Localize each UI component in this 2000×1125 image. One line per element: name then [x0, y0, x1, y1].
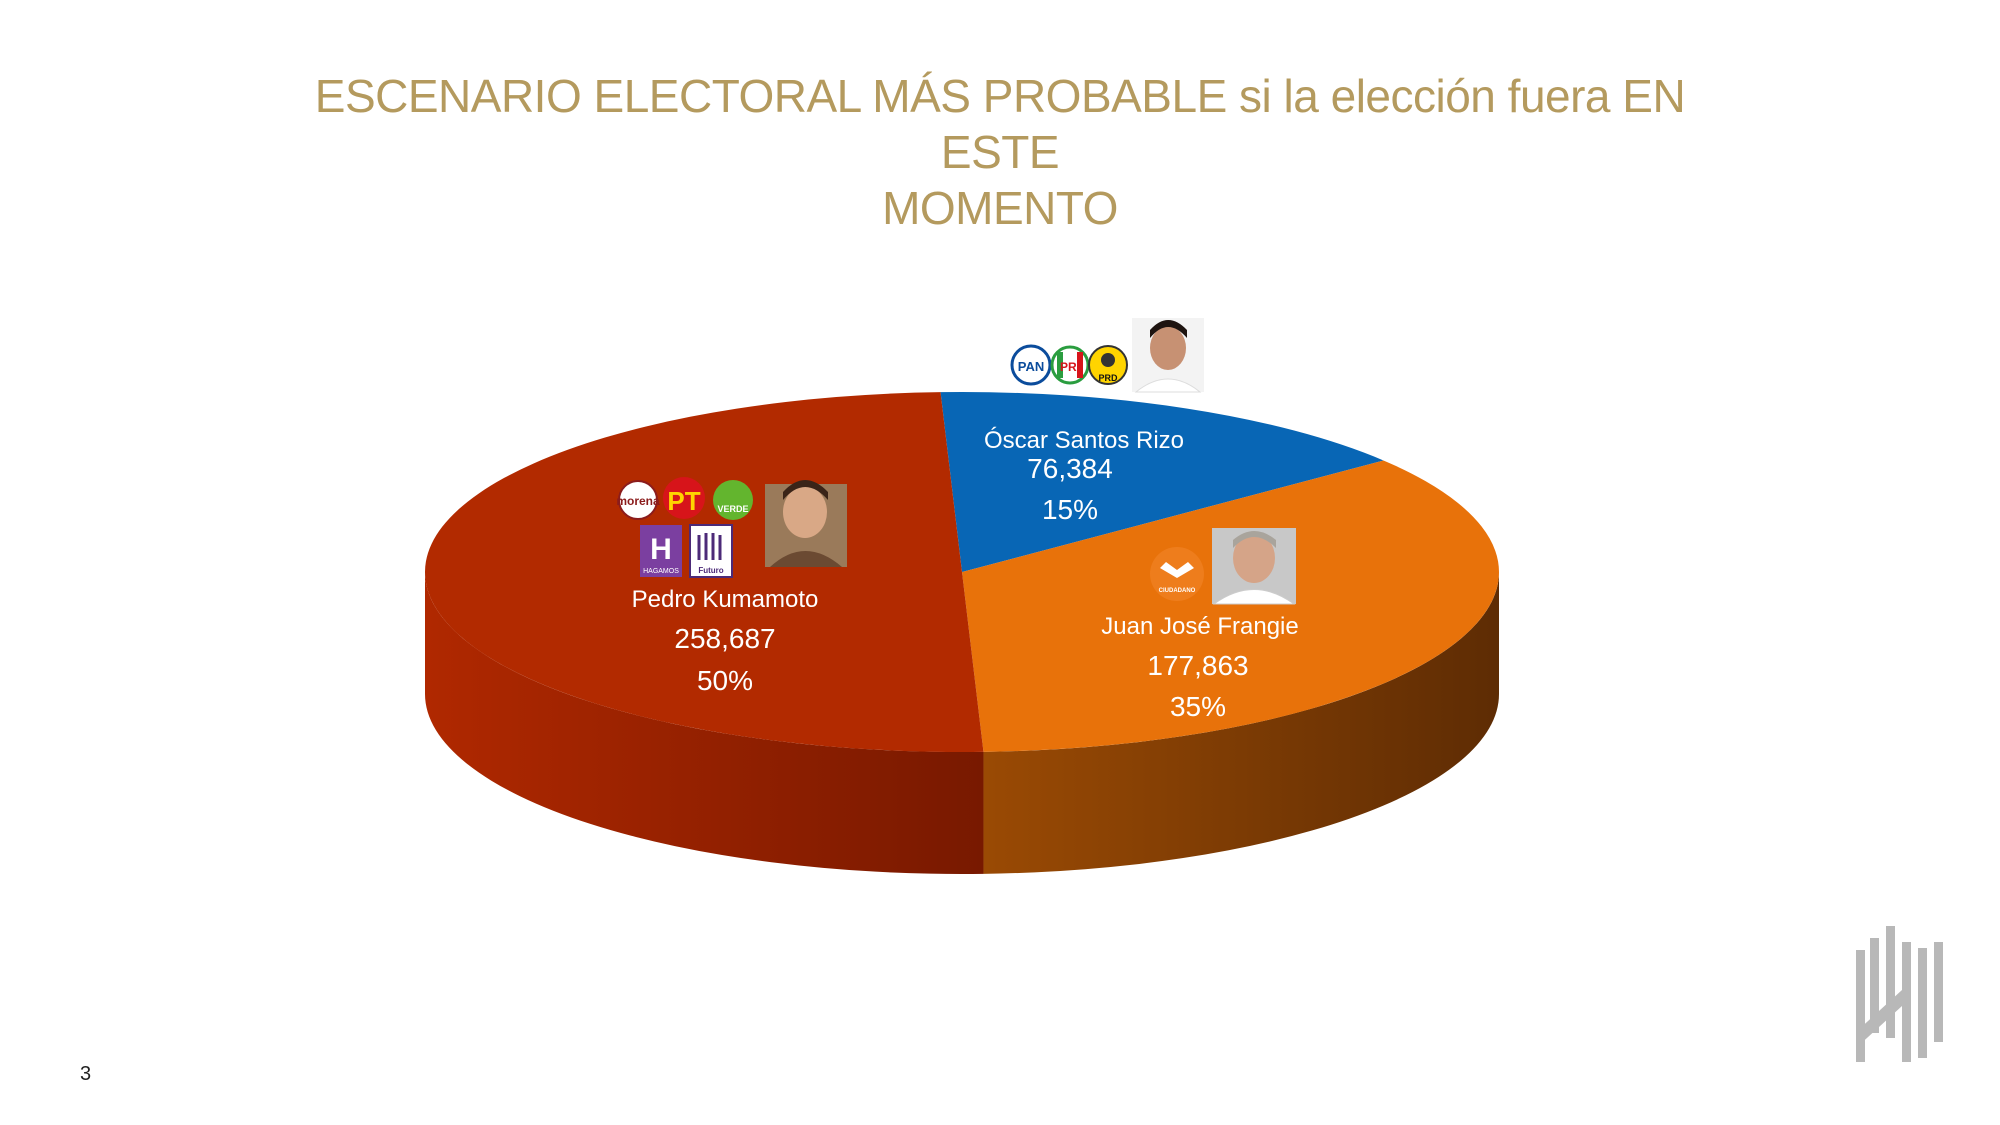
verde-logo: VERDE — [713, 480, 753, 520]
movimiento-ciudadano-logo: CIUDADANO — [1150, 547, 1204, 601]
svg-text:Futuro: Futuro — [698, 566, 723, 575]
slice-votes-oscar-santos-rizo: 76,384 — [1027, 453, 1113, 484]
pie-sides — [425, 572, 1499, 875]
candidate-photo-oscar-santos-rizo — [1132, 318, 1204, 393]
slice-name-pedro-kumamoto: Pedro Kumamoto — [632, 586, 819, 613]
candidate-group-juan-jose-frangie: CIUDADANO — [1150, 528, 1296, 605]
morena-logo: morena — [616, 480, 660, 520]
svg-text:PRD: PRD — [1098, 373, 1118, 383]
prd-logo: PRD — [1088, 345, 1128, 385]
slice-label-juan-jose-frangie: Juan José Frangie 177,863 35% — [1101, 613, 1298, 722]
slice-votes-juan-jose-frangie: 177,863 — [1147, 650, 1248, 681]
svg-text:PT: PT — [667, 486, 700, 516]
slice-votes-pedro-kumamoto: 258,687 — [674, 623, 775, 654]
slice-percent-oscar-santos-rizo: 15% — [1042, 494, 1098, 525]
slice-percent-pedro-kumamoto: 50% — [697, 665, 753, 696]
pie-side-juan-jose-frangie — [983, 572, 1499, 874]
pri-logo: PRI — [1050, 345, 1090, 385]
slice-label-pedro-kumamoto: Pedro Kumamoto 258,687 50% — [632, 586, 819, 696]
chart-title: ESCENARIO ELECTORAL MÁS PROBABLE si la e… — [250, 68, 1750, 236]
candidate-photo-pedro-kumamoto — [765, 480, 847, 567]
svg-text:CIUDADANO: CIUDADANO — [1159, 588, 1196, 594]
slice-name-oscar-santos-rizo: Óscar Santos Rizo — [984, 427, 1184, 454]
svg-text:H: H — [650, 533, 672, 566]
pan-logo: PAN — [1010, 344, 1052, 386]
svg-text:VERDE: VERDE — [717, 504, 748, 514]
slice-percent-juan-jose-frangie: 35% — [1170, 691, 1226, 722]
svg-text:PAN: PAN — [1018, 359, 1044, 374]
candidate-group-pedro-kumamoto: morena PT VERDE H HAGAMOS Futuro — [616, 477, 847, 578]
pie-tops — [424, 392, 1499, 752]
futuro-logo: Futuro — [689, 524, 733, 578]
brand-logo-icon — [1856, 926, 1943, 1062]
candidate-photo-juan-jose-frangie — [1212, 528, 1296, 605]
slice-name-juan-jose-frangie: Juan José Frangie — [1101, 613, 1298, 640]
pt-logo: PT — [663, 477, 705, 519]
candidate-group-oscar-santos-rizo: PAN PRI PRD — [1010, 318, 1204, 393]
slice-label-oscar-santos-rizo: Óscar Santos Rizo 76,384 15% — [984, 427, 1184, 525]
pie-slice-oscar-santos-rizo — [940, 392, 1384, 572]
title-line-2: MOMENTO — [882, 182, 1118, 234]
pie-side-pedro-kumamoto — [425, 572, 984, 875]
svg-text:PRI: PRI — [1060, 360, 1080, 374]
svg-text:morena: morena — [616, 494, 660, 508]
pie-slice-juan-jose-frangie — [962, 460, 1499, 752]
svg-text:HAGAMOS: HAGAMOS — [643, 568, 679, 575]
page-number: 3 — [80, 1063, 92, 1085]
hagamos-logo: H HAGAMOS — [640, 525, 682, 577]
title-line-1: ESCENARIO ELECTORAL MÁS PROBABLE si la e… — [314, 70, 1686, 178]
